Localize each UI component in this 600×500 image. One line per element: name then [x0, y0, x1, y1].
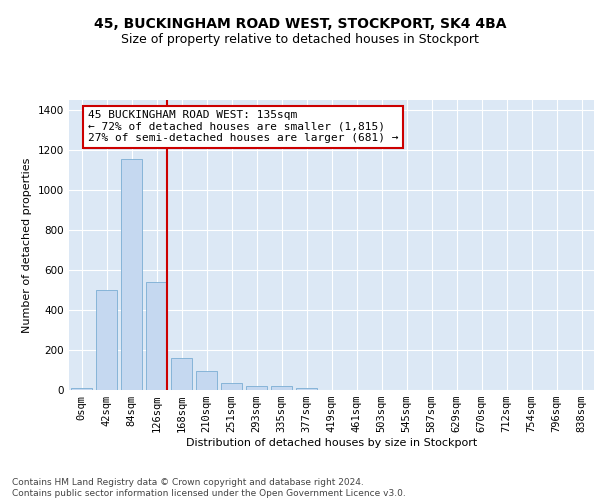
- X-axis label: Distribution of detached houses by size in Stockport: Distribution of detached houses by size …: [186, 438, 477, 448]
- Bar: [271, 386, 292, 390]
- Bar: [96, 290, 117, 390]
- Bar: [296, 388, 317, 390]
- Text: 45 BUCKINGHAM ROAD WEST: 135sqm
← 72% of detached houses are smaller (1,815)
27%: 45 BUCKINGHAM ROAD WEST: 135sqm ← 72% of…: [88, 110, 398, 143]
- Text: 45, BUCKINGHAM ROAD WEST, STOCKPORT, SK4 4BA: 45, BUCKINGHAM ROAD WEST, STOCKPORT, SK4…: [94, 18, 506, 32]
- Bar: [221, 383, 242, 390]
- Bar: [171, 358, 192, 390]
- Text: Size of property relative to detached houses in Stockport: Size of property relative to detached ho…: [121, 32, 479, 46]
- Bar: [146, 282, 167, 390]
- Bar: [71, 388, 92, 390]
- Text: Contains HM Land Registry data © Crown copyright and database right 2024.
Contai: Contains HM Land Registry data © Crown c…: [12, 478, 406, 498]
- Bar: [246, 386, 267, 390]
- Bar: [196, 371, 217, 390]
- Bar: [121, 159, 142, 390]
- Y-axis label: Number of detached properties: Number of detached properties: [22, 158, 32, 332]
